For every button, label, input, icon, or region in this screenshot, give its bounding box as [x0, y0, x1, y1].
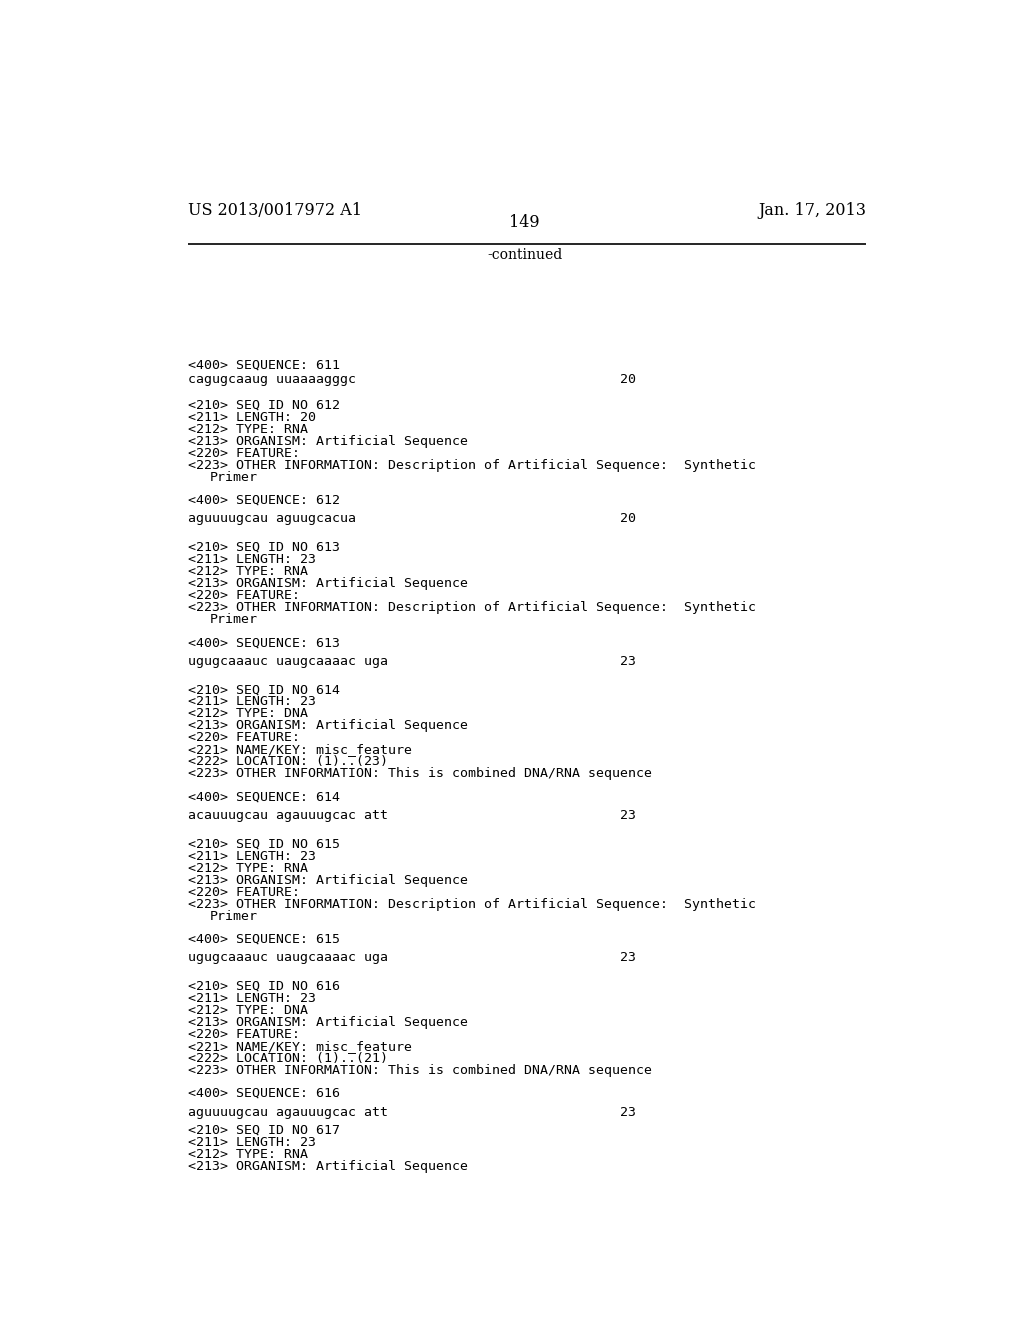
Text: <400> SEQUENCE: 615: <400> SEQUENCE: 615	[187, 933, 340, 945]
Text: <212> TYPE: DNA: <212> TYPE: DNA	[187, 708, 307, 721]
Text: ugugcaaauc uaugcaaaac uga: ugugcaaauc uaugcaaaac uga	[187, 952, 387, 965]
Text: 20: 20	[620, 512, 636, 525]
Text: <211> LENGTH: 20: <211> LENGTH: 20	[187, 411, 315, 424]
Text: <210> SEQ ID NO 615: <210> SEQ ID NO 615	[187, 837, 340, 850]
Text: Primer: Primer	[210, 471, 258, 483]
Text: <211> LENGTH: 23: <211> LENGTH: 23	[187, 553, 315, 566]
Text: <212> TYPE: RNA: <212> TYPE: RNA	[187, 862, 307, 875]
Text: 23: 23	[620, 809, 636, 822]
Text: <213> ORGANISM: Artificial Sequence: <213> ORGANISM: Artificial Sequence	[187, 1016, 468, 1028]
Text: <400> SEQUENCE: 616: <400> SEQUENCE: 616	[187, 1086, 340, 1100]
Text: ugugcaaauc uaugcaaaac uga: ugugcaaauc uaugcaaaac uga	[187, 655, 387, 668]
Text: <400> SEQUENCE: 614: <400> SEQUENCE: 614	[187, 791, 340, 804]
Text: <212> TYPE: RNA: <212> TYPE: RNA	[187, 565, 307, 578]
Text: 149: 149	[510, 214, 540, 231]
Text: <213> ORGANISM: Artificial Sequence: <213> ORGANISM: Artificial Sequence	[187, 434, 468, 447]
Text: <210> SEQ ID NO 613: <210> SEQ ID NO 613	[187, 541, 340, 554]
Text: <220> FEATURE:: <220> FEATURE:	[187, 446, 299, 459]
Text: <220> FEATURE:: <220> FEATURE:	[187, 1028, 299, 1041]
Text: 23: 23	[620, 952, 636, 965]
Text: <221> NAME/KEY: misc_feature: <221> NAME/KEY: misc_feature	[187, 743, 412, 756]
Text: <212> TYPE: RNA: <212> TYPE: RNA	[187, 1148, 307, 1160]
Text: <210> SEQ ID NO 614: <210> SEQ ID NO 614	[187, 684, 340, 696]
Text: -continued: -continued	[487, 248, 562, 261]
Text: <223> OTHER INFORMATION: This is combined DNA/RNA sequence: <223> OTHER INFORMATION: This is combine…	[187, 1064, 651, 1077]
Text: <213> ORGANISM: Artificial Sequence: <213> ORGANISM: Artificial Sequence	[187, 719, 468, 733]
Text: <212> TYPE: DNA: <212> TYPE: DNA	[187, 1003, 307, 1016]
Text: <211> LENGTH: 23: <211> LENGTH: 23	[187, 696, 315, 709]
Text: 23: 23	[620, 1106, 636, 1118]
Text: <213> ORGANISM: Artificial Sequence: <213> ORGANISM: Artificial Sequence	[187, 874, 468, 887]
Text: <222> LOCATION: (1)..(23): <222> LOCATION: (1)..(23)	[187, 755, 387, 768]
Text: <400> SEQUENCE: 613: <400> SEQUENCE: 613	[187, 636, 340, 649]
Text: <222> LOCATION: (1)..(21): <222> LOCATION: (1)..(21)	[187, 1052, 387, 1065]
Text: Primer: Primer	[210, 909, 258, 923]
Text: aguuuugcau agauuugcac att: aguuuugcau agauuugcac att	[187, 1106, 387, 1118]
Text: 20: 20	[620, 372, 636, 385]
Text: <220> FEATURE:: <220> FEATURE:	[187, 589, 299, 602]
Text: <212> TYPE: RNA: <212> TYPE: RNA	[187, 422, 307, 436]
Text: <223> OTHER INFORMATION: Description of Artificial Sequence:  Synthetic: <223> OTHER INFORMATION: Description of …	[187, 601, 756, 614]
Text: <211> LENGTH: 23: <211> LENGTH: 23	[187, 850, 315, 862]
Text: 23: 23	[620, 655, 636, 668]
Text: Primer: Primer	[210, 612, 258, 626]
Text: <220> FEATURE:: <220> FEATURE:	[187, 731, 299, 744]
Text: <223> OTHER INFORMATION: This is combined DNA/RNA sequence: <223> OTHER INFORMATION: This is combine…	[187, 767, 651, 780]
Text: <213> ORGANISM: Artificial Sequence: <213> ORGANISM: Artificial Sequence	[187, 1160, 468, 1173]
Text: <223> OTHER INFORMATION: Description of Artificial Sequence:  Synthetic: <223> OTHER INFORMATION: Description of …	[187, 458, 756, 471]
Text: acauuugcau agauuugcac att: acauuugcau agauuugcac att	[187, 809, 387, 822]
Text: <210> SEQ ID NO 617: <210> SEQ ID NO 617	[187, 1123, 340, 1137]
Text: aguuuugcau aguugcacua: aguuuugcau aguugcacua	[187, 512, 355, 525]
Text: <213> ORGANISM: Artificial Sequence: <213> ORGANISM: Artificial Sequence	[187, 577, 468, 590]
Text: <223> OTHER INFORMATION: Description of Artificial Sequence:  Synthetic: <223> OTHER INFORMATION: Description of …	[187, 898, 756, 911]
Text: cagugcaaug uuaaaagggc: cagugcaaug uuaaaagggc	[187, 372, 355, 385]
Text: <220> FEATURE:: <220> FEATURE:	[187, 886, 299, 899]
Text: <210> SEQ ID NO 612: <210> SEQ ID NO 612	[187, 399, 340, 412]
Text: <210> SEQ ID NO 616: <210> SEQ ID NO 616	[187, 979, 340, 993]
Text: <221> NAME/KEY: misc_feature: <221> NAME/KEY: misc_feature	[187, 1040, 412, 1053]
Text: <211> LENGTH: 23: <211> LENGTH: 23	[187, 1137, 315, 1148]
Text: <211> LENGTH: 23: <211> LENGTH: 23	[187, 991, 315, 1005]
Text: Jan. 17, 2013: Jan. 17, 2013	[758, 202, 866, 219]
Text: <400> SEQUENCE: 611: <400> SEQUENCE: 611	[187, 359, 340, 372]
Text: US 2013/0017972 A1: US 2013/0017972 A1	[187, 202, 361, 219]
Text: <400> SEQUENCE: 612: <400> SEQUENCE: 612	[187, 494, 340, 507]
